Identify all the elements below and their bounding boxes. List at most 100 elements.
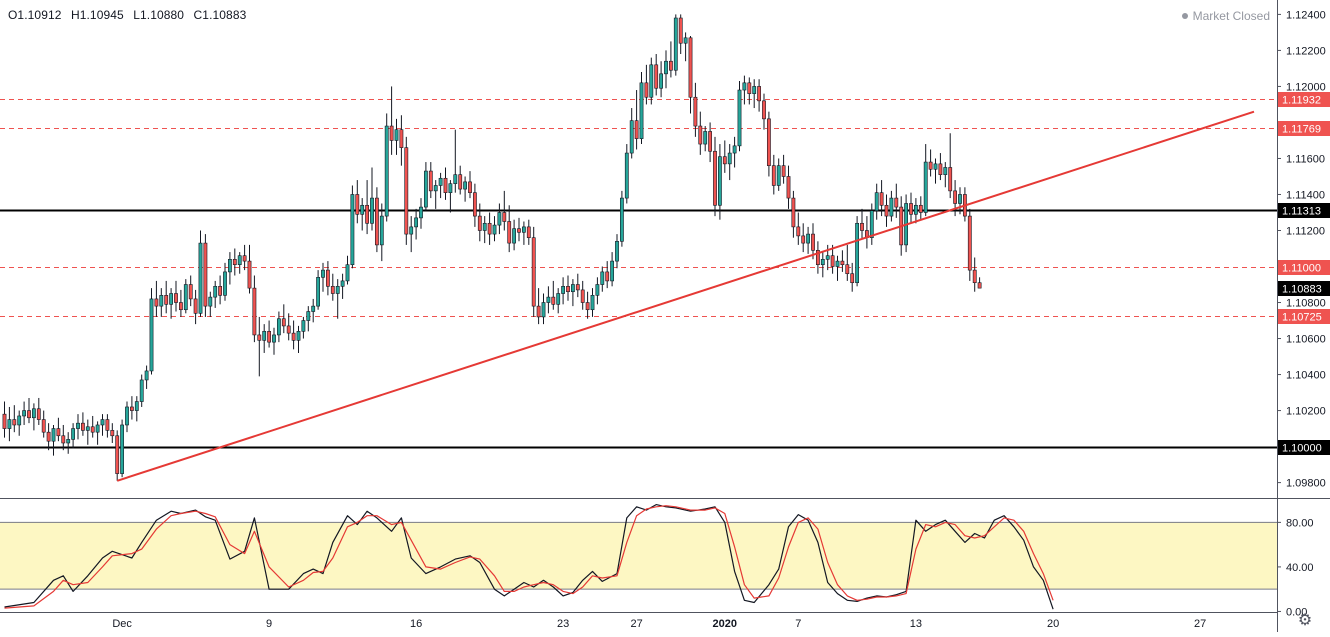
candle-body — [193, 298, 198, 314]
candle — [458, 165, 463, 195]
candle-body — [262, 331, 267, 341]
candle — [286, 313, 291, 341]
candle-body — [120, 424, 125, 474]
candle — [169, 288, 174, 319]
candle-body — [286, 325, 291, 334]
candle — [12, 405, 17, 433]
candle — [7, 406, 12, 442]
candle-body — [605, 271, 610, 282]
candle — [149, 288, 154, 375]
candle-body — [909, 203, 913, 215]
candle — [370, 167, 374, 231]
candle-body — [438, 177, 443, 186]
candle-body — [708, 131, 713, 152]
candle-body — [276, 318, 281, 336]
candle-body — [977, 282, 982, 289]
candle — [703, 126, 708, 152]
candle-body — [688, 37, 693, 98]
candle — [654, 54, 659, 96]
candle-body — [159, 295, 164, 307]
candle — [159, 288, 164, 317]
candle — [208, 291, 213, 317]
candle — [958, 187, 962, 215]
x-tick-label: 27 — [1194, 618, 1206, 630]
candle — [389, 86, 394, 155]
candle-body — [722, 156, 727, 165]
candle-body — [590, 295, 595, 311]
candle — [551, 280, 556, 310]
candle-body — [340, 280, 345, 287]
price-level-tag-label: 1.11769 — [1282, 124, 1321, 136]
candle — [561, 277, 566, 305]
price-level-tag: 1.10000 — [1278, 440, 1330, 455]
candle — [355, 180, 360, 224]
candle — [218, 275, 223, 305]
candle-body — [56, 428, 61, 437]
candle-body — [517, 228, 521, 233]
candle-body — [188, 284, 193, 300]
candle — [365, 180, 370, 235]
candle-body — [414, 217, 419, 228]
candle — [296, 325, 301, 353]
candle-body — [482, 222, 487, 231]
candle-body — [51, 428, 56, 442]
candle — [134, 396, 139, 422]
candle — [717, 144, 722, 220]
candle — [791, 190, 796, 238]
candle-body — [423, 170, 428, 208]
candle — [61, 424, 66, 451]
candle — [762, 93, 766, 130]
price-level-tag: 1.11932 — [1278, 92, 1330, 107]
candle — [95, 421, 100, 445]
candle — [497, 203, 502, 235]
candle — [419, 198, 423, 229]
candle-body — [453, 174, 458, 184]
candle-body — [463, 181, 468, 190]
candle — [673, 14, 678, 76]
candle-body — [492, 224, 497, 235]
y-tick-label: 1.10200 — [1286, 406, 1326, 418]
candle-body — [46, 431, 51, 442]
candle — [806, 226, 811, 254]
candle-body — [815, 250, 820, 266]
candle — [345, 255, 350, 285]
candle-body — [149, 298, 154, 372]
candle-body — [134, 401, 139, 411]
candle-body — [762, 100, 766, 120]
candle — [477, 203, 482, 242]
candle-body — [551, 296, 556, 305]
candle-body — [257, 334, 262, 341]
candle — [948, 133, 953, 199]
candle — [512, 219, 517, 251]
gear-icon[interactable]: ⚙ — [1297, 612, 1313, 629]
candle-body — [575, 284, 580, 291]
candle — [262, 324, 267, 353]
candle-body — [409, 226, 414, 235]
ohlc-open: O1.10912 — [8, 8, 62, 22]
candle — [164, 280, 169, 314]
candle — [815, 241, 820, 274]
candle — [860, 208, 864, 240]
candle-body — [796, 226, 801, 237]
candle-body — [61, 435, 66, 444]
candle — [399, 115, 404, 166]
candle — [193, 289, 198, 325]
candle — [423, 162, 428, 211]
candle — [252, 275, 257, 343]
candle-body — [458, 174, 463, 190]
candle-body — [546, 296, 551, 303]
candle — [188, 275, 193, 307]
candle — [71, 423, 76, 449]
candle-body — [683, 37, 688, 44]
candle-body — [879, 192, 884, 206]
candle-body — [419, 206, 423, 219]
candle-body — [76, 422, 80, 429]
candle-body — [776, 165, 781, 186]
candle — [909, 192, 913, 224]
candle — [526, 219, 531, 245]
candle-body — [394, 129, 399, 141]
candle-body — [830, 255, 835, 267]
candle — [335, 279, 340, 319]
candle — [130, 396, 134, 420]
